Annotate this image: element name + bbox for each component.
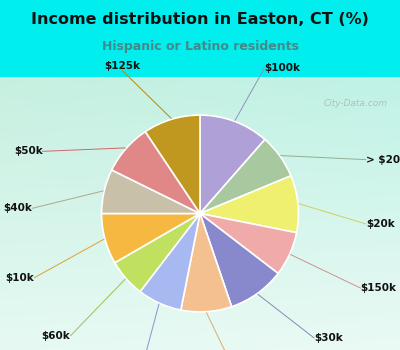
Text: $150k: $150k [360, 283, 396, 293]
Wedge shape [102, 214, 200, 263]
Wedge shape [200, 176, 298, 233]
Text: City-Data.com: City-Data.com [324, 99, 388, 108]
Text: $125k: $125k [104, 61, 140, 71]
Text: $50k: $50k [14, 146, 42, 156]
Text: $20k: $20k [366, 219, 394, 229]
Text: $30k: $30k [314, 333, 343, 343]
Text: Hispanic or Latino residents: Hispanic or Latino residents [102, 40, 298, 53]
Wedge shape [112, 132, 200, 214]
Wedge shape [102, 170, 200, 214]
Wedge shape [181, 214, 232, 312]
Wedge shape [145, 115, 200, 214]
Text: Income distribution in Easton, CT (%): Income distribution in Easton, CT (%) [31, 12, 369, 27]
Wedge shape [200, 214, 278, 307]
Wedge shape [200, 115, 265, 214]
Text: $40k: $40k [3, 203, 32, 213]
Wedge shape [200, 140, 291, 214]
Wedge shape [140, 214, 200, 310]
Text: $60k: $60k [42, 331, 70, 341]
Text: $10k: $10k [6, 273, 34, 283]
Text: > $200k: > $200k [366, 155, 400, 164]
Wedge shape [200, 214, 296, 273]
Wedge shape [115, 214, 200, 292]
Text: $100k: $100k [264, 63, 300, 74]
